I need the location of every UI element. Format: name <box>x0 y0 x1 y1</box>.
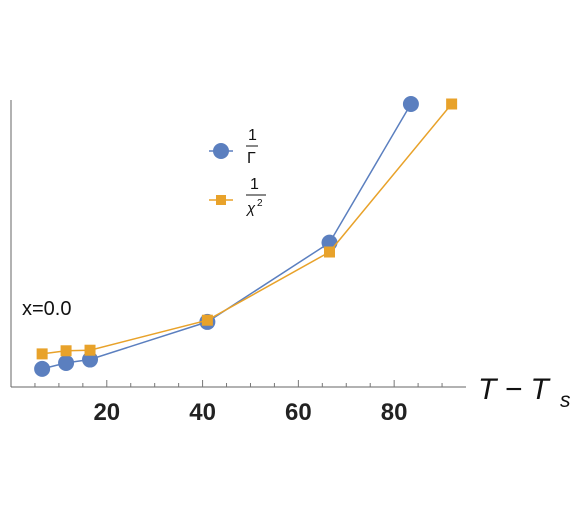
data-point-inv_gamma <box>58 354 75 371</box>
annotation-x-value: x=0.0 <box>22 298 71 320</box>
legend: 1 Γ 1 χ 2 <box>209 127 266 217</box>
series-line-inv_chi2 <box>42 103 453 355</box>
x-ticks: 20 40 60 80 <box>34 380 443 426</box>
x-axis-label-main: T − T <box>478 373 552 406</box>
data-point-inv_gamma <box>34 360 51 377</box>
data-point-inv_chi2 <box>446 98 458 110</box>
legend-den-inv-gamma: Γ <box>247 150 256 167</box>
series-layer <box>34 96 458 377</box>
x-tick-label: 80 <box>381 399 408 426</box>
legend-num-inv-gamma: 1 <box>248 127 257 144</box>
legend-item-inv-chi2: 1 χ 2 <box>209 176 266 217</box>
data-point-inv_chi2 <box>201 314 213 326</box>
legend-item-inv-gamma: 1 Γ <box>209 127 258 167</box>
x-axis-label-subscript: s <box>560 389 571 412</box>
legend-sup-inv-chi2: 2 <box>257 198 263 209</box>
legend-den-inv-chi2: χ <box>245 200 256 217</box>
plot-area: 20 40 60 80 <box>10 96 466 426</box>
series-line-inv_gamma <box>41 103 412 370</box>
x-tick-label: 40 <box>189 399 216 426</box>
data-point-inv_chi2 <box>84 344 96 356</box>
x-axis-label: T − T s <box>478 373 571 412</box>
legend-square-marker <box>216 195 226 205</box>
x-tick-label: 60 <box>285 399 312 426</box>
x-tick-label: 20 <box>93 399 120 426</box>
data-point-inv_chi2 <box>324 246 335 258</box>
legend-circle-marker <box>213 143 229 159</box>
legend-num-inv-chi2: 1 <box>250 176 259 193</box>
series-inv_chi2 <box>36 98 458 360</box>
data-point-inv_chi2 <box>36 348 48 360</box>
data-point-inv_chi2 <box>60 345 72 357</box>
series-inv_gamma <box>34 96 419 377</box>
data-point-inv_gamma <box>402 96 419 112</box>
